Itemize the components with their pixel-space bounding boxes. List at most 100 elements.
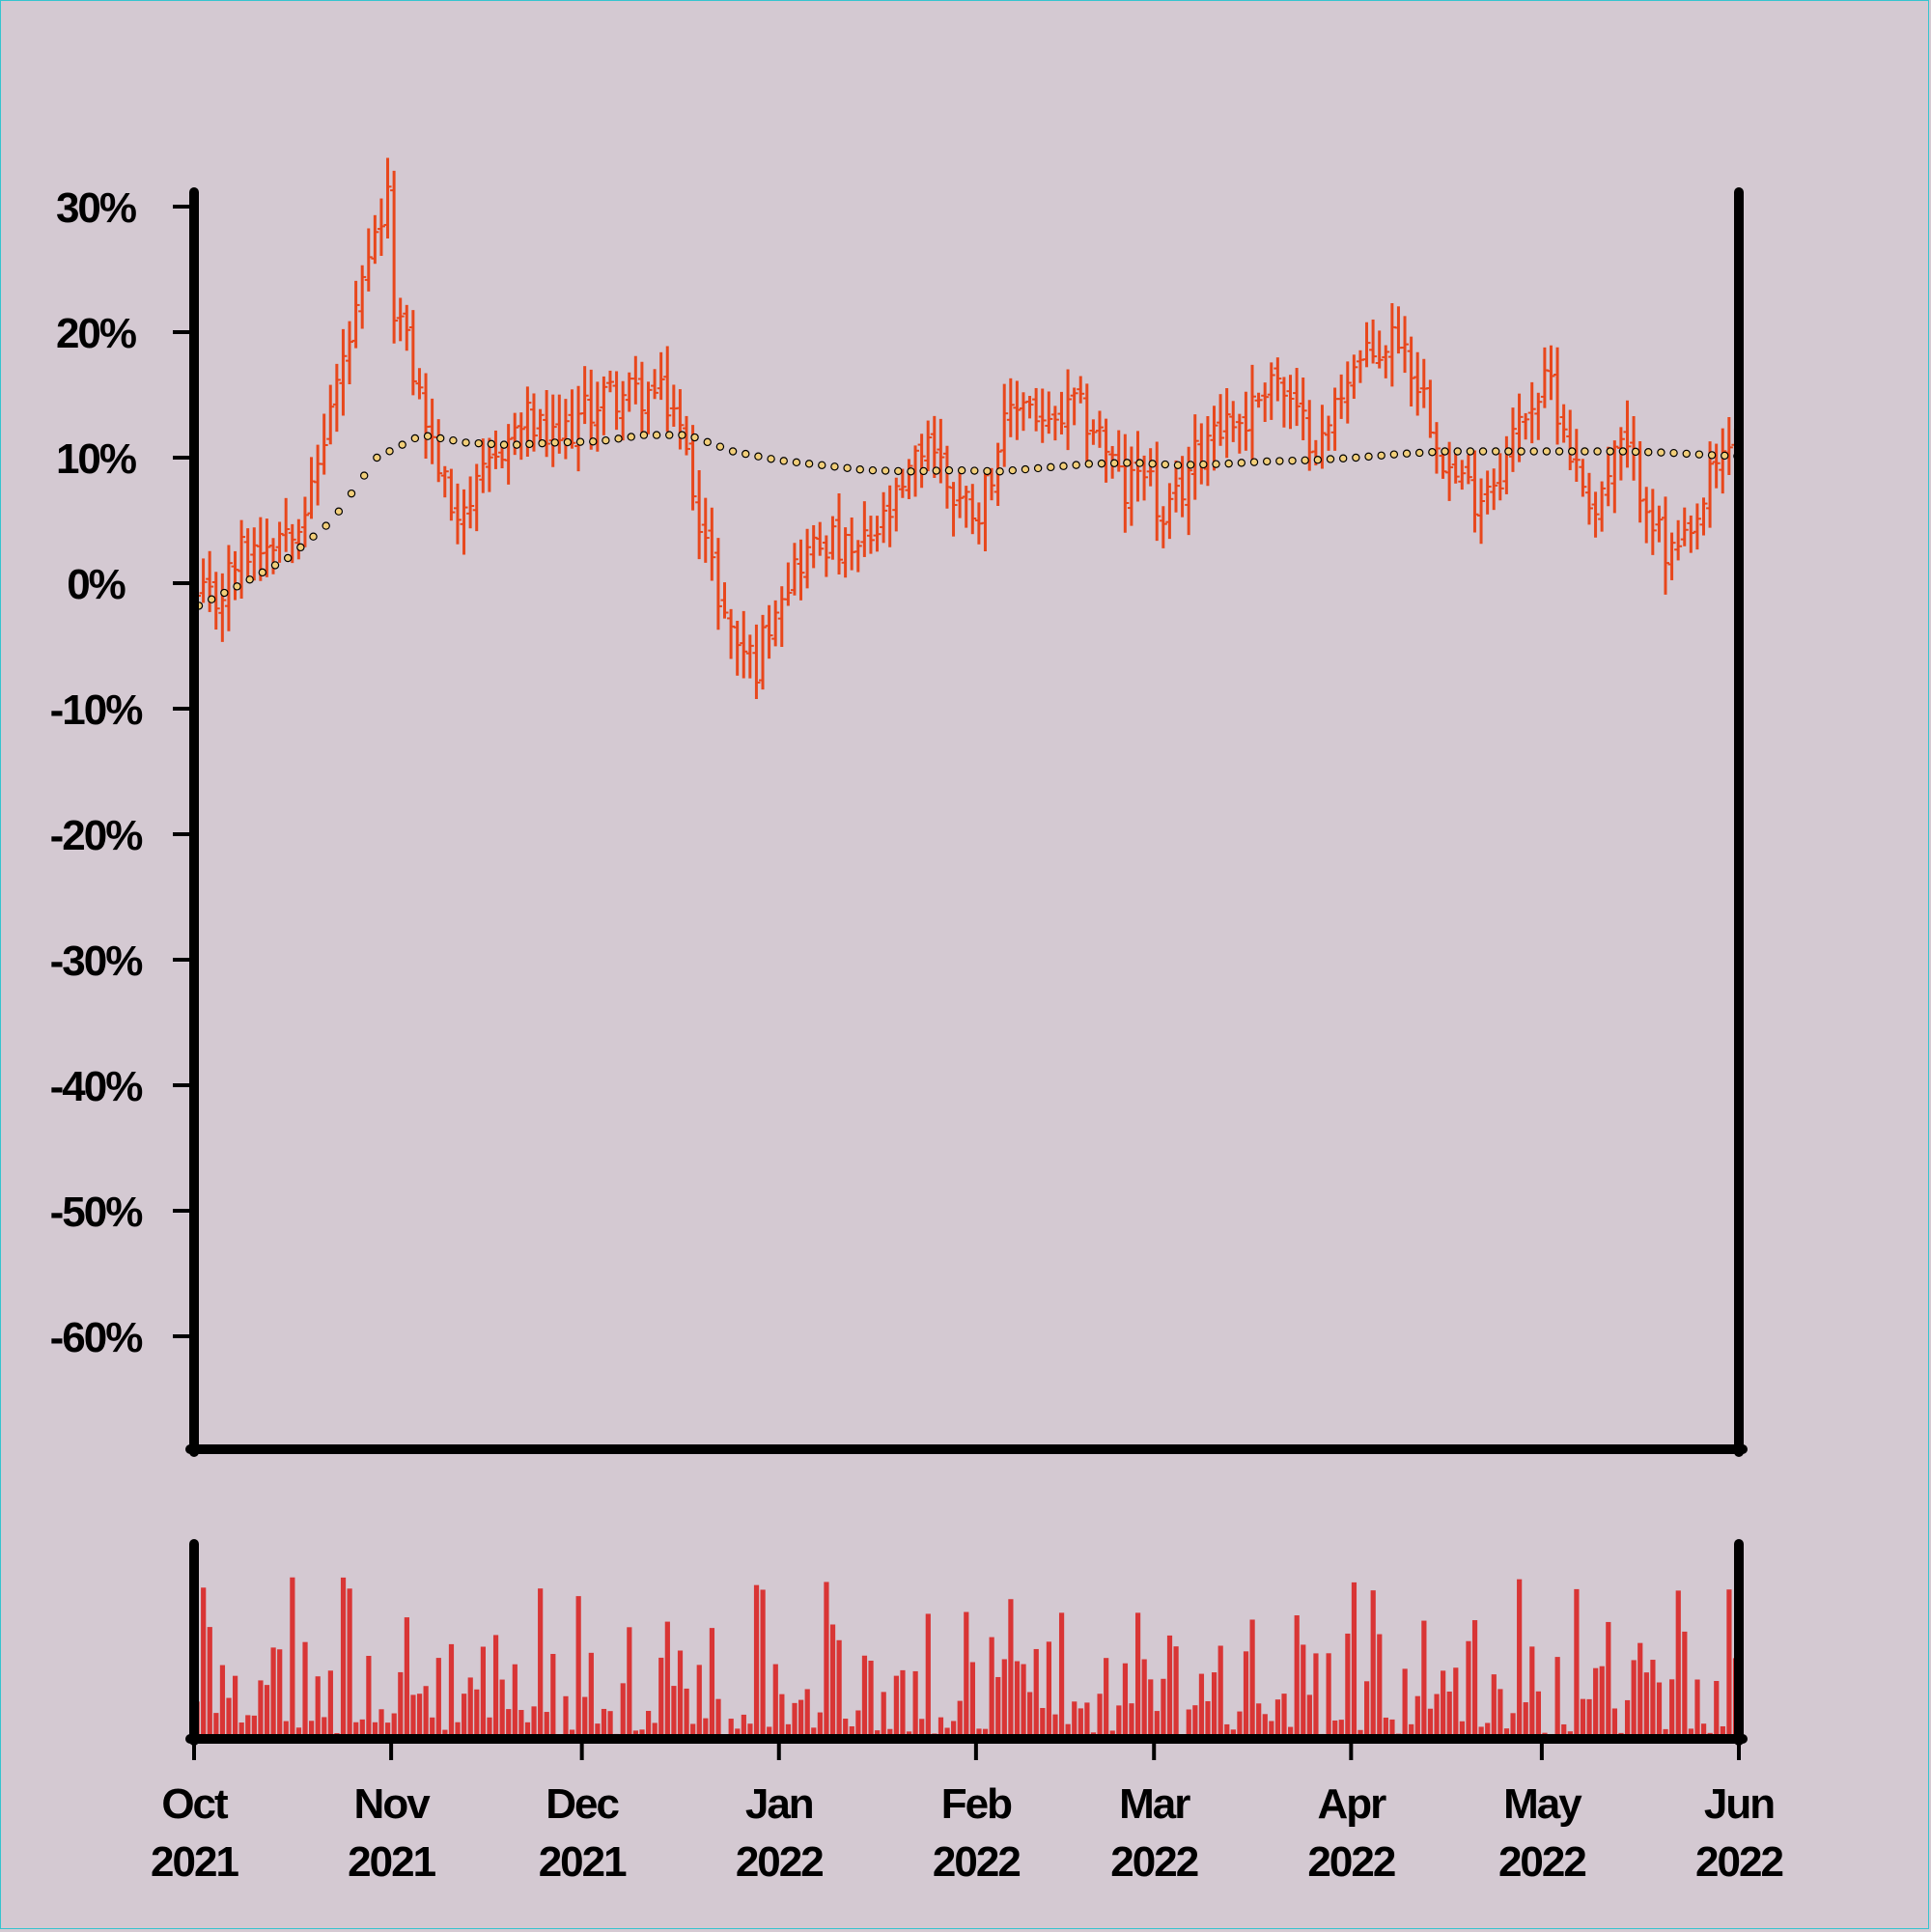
- ohlc-bar: [1242, 391, 1250, 451]
- moving-average-point: [1212, 460, 1220, 468]
- ohlc-bar: [326, 384, 335, 445]
- volume-bar: [233, 1675, 238, 1739]
- volume-bar: [1377, 1634, 1383, 1739]
- ohlc-bar: [332, 363, 341, 433]
- volume-bar: [366, 1656, 372, 1739]
- ohlc-bar: [631, 355, 640, 405]
- ohlc-bar: [1038, 388, 1047, 443]
- volume-bar: [315, 1676, 321, 1739]
- volume-bar: [1097, 1694, 1103, 1739]
- x-tick-label-month: Dec: [546, 1780, 619, 1828]
- moving-average-point: [1173, 461, 1183, 469]
- ohlc-bar: [917, 434, 926, 489]
- ohlc-bar: [828, 516, 837, 560]
- ohlc-bar: [1337, 374, 1346, 419]
- volume-bar: [836, 1639, 842, 1739]
- ohlc-bar: [1413, 351, 1422, 416]
- volume-bar: [1313, 1653, 1319, 1739]
- moving-average-point: [728, 447, 738, 456]
- moving-average-point: [1669, 448, 1678, 458]
- ohlc-bar: [1623, 400, 1632, 468]
- volume-bar: [1166, 1635, 1173, 1739]
- ohlc-bar: [892, 477, 901, 532]
- volume-bar: [944, 1727, 950, 1739]
- moving-average-point: [742, 449, 750, 459]
- moving-average-point: [334, 507, 344, 516]
- volume-bar: [563, 1695, 569, 1739]
- volume-bar: [1001, 1659, 1007, 1739]
- volume-bar: [627, 1627, 632, 1739]
- moving-average-point: [233, 582, 241, 591]
- ohlc-bar: [1382, 345, 1390, 378]
- volume-bar: [1675, 1590, 1681, 1739]
- ohlc-bar: [377, 198, 385, 256]
- moving-average-point: [919, 466, 928, 476]
- moving-average-point: [1033, 463, 1043, 473]
- ohlc-bar: [1407, 336, 1415, 406]
- ohlc-bar: [854, 540, 862, 573]
- ohlc-bar: [644, 381, 653, 434]
- moving-average-point: [1657, 448, 1665, 457]
- ohlc-bar: [1006, 378, 1015, 437]
- moving-average-point: [487, 439, 496, 449]
- ohlc-bar: [1419, 358, 1428, 408]
- ohlc-bar: [1178, 456, 1187, 518]
- volume-bar: [1338, 1720, 1344, 1739]
- moving-average-point: [1199, 460, 1208, 469]
- y-tick-label: -40%: [50, 1063, 143, 1110]
- volume-bar: [1129, 1703, 1134, 1739]
- volume-bar: [423, 1686, 429, 1739]
- moving-average-point: [1682, 449, 1691, 459]
- volume-bar: [824, 1582, 829, 1739]
- volume-bar: [1262, 1714, 1268, 1739]
- volume-bar: [1599, 1666, 1605, 1739]
- moving-average-point: [385, 447, 394, 456]
- moving-average-point: [513, 440, 521, 449]
- volume-bar: [1471, 1620, 1478, 1739]
- ohlc-bar: [408, 310, 417, 396]
- volume-bar: [1669, 1679, 1675, 1739]
- moving-average-point: [703, 437, 712, 447]
- ohlc-bar: [924, 420, 933, 472]
- volume-bar: [385, 1722, 391, 1739]
- ohlc-bar: [1566, 409, 1575, 470]
- volume-bar: [595, 1723, 601, 1739]
- ohlc-bar: [1153, 441, 1161, 542]
- ohlc-bar: [1648, 489, 1657, 555]
- volume-bar: [207, 1627, 212, 1739]
- volume-bar: [404, 1617, 409, 1739]
- volume-bar: [1389, 1719, 1395, 1739]
- volume-bar: [264, 1685, 270, 1739]
- volume-bar: [309, 1721, 315, 1739]
- volume-bar: [1345, 1633, 1351, 1739]
- ohlc-bar: [1445, 441, 1454, 501]
- volume-bar: [1243, 1651, 1249, 1739]
- volume-bar: [829, 1624, 836, 1739]
- ohlc-bar: [663, 346, 672, 433]
- moving-average-point: [678, 431, 686, 439]
- ohlc-bar: [434, 419, 443, 483]
- volume-bar: [1237, 1711, 1243, 1739]
- ohlc-bar: [218, 573, 227, 642]
- moving-average-point: [1721, 451, 1729, 461]
- ohlc-bar: [1699, 497, 1708, 536]
- ohlc-bar: [1680, 507, 1689, 546]
- ohlc-bar: [777, 586, 786, 648]
- ohlc-bar: [1483, 470, 1492, 515]
- moving-average-point: [296, 543, 305, 552]
- volume-bar: [1637, 1642, 1643, 1739]
- volume-bar: [728, 1719, 734, 1739]
- volume-bar: [1643, 1672, 1649, 1739]
- volume-bar: [1606, 1621, 1611, 1739]
- volume-bar: [544, 1712, 549, 1739]
- ohlc-bar: [238, 519, 246, 599]
- ohlc-bar: [346, 321, 354, 385]
- ohlc-bar: [243, 528, 252, 577]
- volume-bar: [951, 1721, 957, 1739]
- ohlc-bar: [1235, 413, 1244, 454]
- volume-bar: [1535, 1691, 1542, 1739]
- moving-average-point: [665, 431, 674, 439]
- volume-bar: [538, 1588, 544, 1739]
- ohlc-bar: [307, 457, 316, 519]
- volume-bar: [709, 1628, 715, 1739]
